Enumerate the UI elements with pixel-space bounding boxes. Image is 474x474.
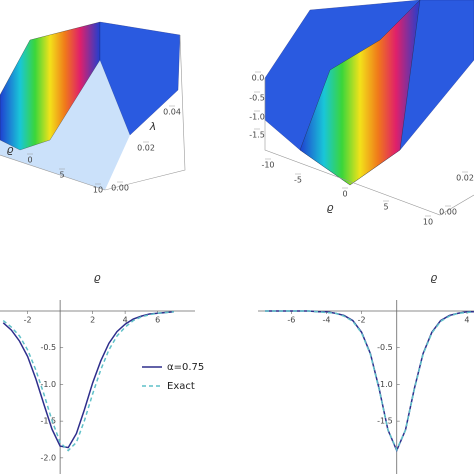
- y-tick-label: -1.0: [41, 380, 57, 389]
- y-tick-label: -0.5: [41, 343, 57, 352]
- legend: α=0.75 Exact: [142, 362, 204, 392]
- series-line: [2, 311, 174, 449]
- x-tick-label: -4: [322, 316, 330, 325]
- x-tick-label: 6: [155, 316, 160, 325]
- x-tick-label: -6: [287, 316, 295, 325]
- y-tick-label: -1.0: [377, 380, 393, 389]
- z-tick-label: -0.5: [249, 94, 265, 103]
- x-tick-label: -2: [358, 316, 366, 325]
- x-tick-label: 5: [59, 171, 64, 180]
- y-tick-label: -0.5: [377, 343, 393, 352]
- legend-label: α=0.75: [167, 362, 204, 373]
- x-axis-label: ϱ: [327, 201, 334, 214]
- y-axis-label: λ: [149, 120, 157, 133]
- y-tick-label: 0.00: [439, 208, 457, 217]
- x-axis-label: ϱ: [7, 143, 14, 156]
- x-tick-label: 0: [342, 190, 347, 199]
- x-tick-label: -2: [24, 316, 32, 325]
- x-tick-label: 10: [93, 186, 103, 195]
- y-tick-label: 0.00: [111, 184, 129, 193]
- y-tick-label: -1.5: [377, 417, 393, 426]
- y-tick-label: 0.02: [137, 144, 155, 153]
- y-tick-label: 0.04: [163, 108, 181, 117]
- z-tick-label: -1.0: [249, 113, 265, 122]
- x-axis-label: ϱ: [94, 271, 101, 284]
- legend-label: Exact: [167, 381, 195, 392]
- x-tick-label: 2: [90, 316, 95, 325]
- x-tick-label: 4: [464, 316, 469, 325]
- z-tick-label: 0.0: [252, 74, 265, 83]
- series-line: [265, 310, 474, 452]
- surface-left: [0, 21, 186, 191]
- y-tick-label: -1.5: [41, 417, 57, 426]
- y-tick-label: 0.02: [456, 174, 474, 183]
- x-tick-label: -5: [294, 176, 302, 185]
- surface-right: [264, 0, 474, 216]
- x-tick-label: 4: [123, 316, 128, 325]
- x-axis-label: ϱ: [430, 271, 437, 284]
- z-tick-label: -1.5: [249, 131, 265, 140]
- x-tick-label: -10: [261, 161, 274, 170]
- series-line: [2, 311, 174, 452]
- y-tick-label: -2.0: [41, 453, 57, 462]
- x-tick-label: 10: [423, 218, 433, 227]
- series-line: [265, 310, 474, 453]
- x-tick-label: 5: [383, 203, 388, 212]
- x-tick-label: 0: [27, 156, 32, 165]
